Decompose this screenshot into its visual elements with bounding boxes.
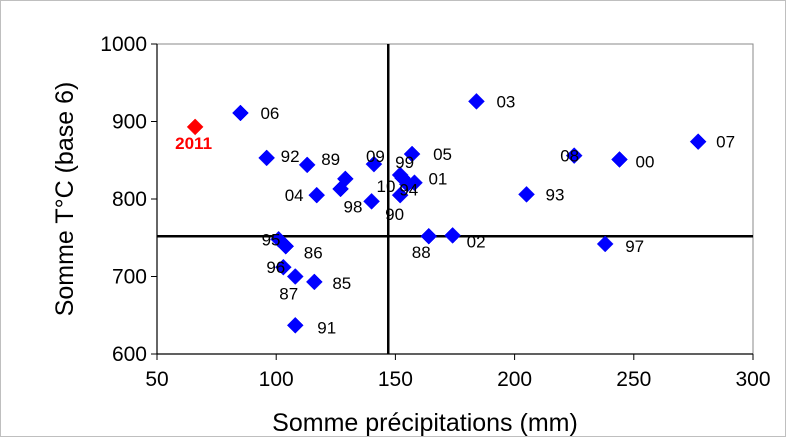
data-point-label: 00: [635, 152, 654, 171]
data-point: [277, 237, 295, 255]
data-point-label: 97: [625, 237, 644, 256]
data-point-label: 07: [716, 133, 735, 152]
data-point-label: 06: [260, 104, 279, 123]
data-point: [403, 145, 421, 163]
data-point: [420, 227, 438, 245]
x-tick-label: 300: [735, 368, 770, 391]
data-point: [363, 192, 380, 210]
y-tick-label: 900: [112, 111, 147, 134]
x-tick-label: 50: [145, 368, 168, 391]
data-point-label: 96: [266, 258, 285, 277]
x-tick-label: 100: [259, 368, 294, 391]
data-point-label: 85: [332, 274, 351, 293]
data-point: [258, 149, 276, 167]
data-point-label: 91: [317, 318, 336, 337]
x-tick-label: 250: [616, 368, 651, 391]
data-point: [274, 258, 292, 276]
data-point: [596, 235, 614, 253]
data-point: [365, 155, 383, 173]
data-point-label: 98: [344, 197, 363, 216]
data-point: [689, 133, 707, 151]
data-point-label: 08: [560, 147, 579, 166]
y-tick-label: 700: [112, 266, 147, 289]
x-tick-label: 200: [497, 368, 532, 391]
data-point-label: 03: [496, 92, 515, 111]
data-point-label: 01: [428, 170, 447, 189]
data-point-label: 02: [467, 232, 486, 251]
data-point-label: 2011: [175, 134, 212, 153]
data-point-label: 10: [377, 177, 396, 196]
data-point-label: 93: [546, 185, 565, 204]
data-point: [391, 186, 409, 204]
data-point-label: 99: [395, 153, 414, 172]
data-point: [298, 156, 316, 174]
data-point-label: 89: [321, 150, 340, 169]
data-point-label: 86: [304, 243, 323, 262]
y-tick-label: 600: [112, 343, 147, 366]
data-point: [444, 227, 461, 244]
data-point-highlight: [186, 118, 204, 136]
x-tick-label: 150: [378, 368, 413, 391]
data-point: [611, 151, 628, 168]
plot-area: [156, 43, 754, 355]
data-point: [308, 186, 326, 204]
data-point-label: 09: [366, 147, 385, 166]
y-tick-label: 800: [112, 188, 147, 211]
data-point-label: 04: [285, 186, 304, 205]
data-point: [518, 185, 535, 203]
data-point-label: 95: [262, 230, 281, 249]
y-axis-title: Somme T°C (base 6): [51, 82, 79, 317]
data-point-label: 90: [385, 205, 404, 224]
data-point: [336, 170, 354, 188]
data-point: [286, 316, 304, 334]
data-point: [305, 273, 323, 291]
data-point-label: 92: [281, 147, 300, 166]
data-point: [286, 268, 304, 285]
data-point-label: 88: [412, 243, 431, 262]
x-axis-title: Somme précipitations (mm): [272, 409, 578, 437]
data-point: [468, 92, 485, 110]
data-point-label: 87: [279, 285, 298, 304]
data-point: [565, 147, 583, 164]
y-tick-label: 1000: [100, 33, 147, 56]
data-point: [406, 174, 423, 192]
data-point: [232, 104, 249, 122]
data-point-label: 94: [399, 180, 418, 199]
data-point-label: 05: [433, 145, 452, 164]
